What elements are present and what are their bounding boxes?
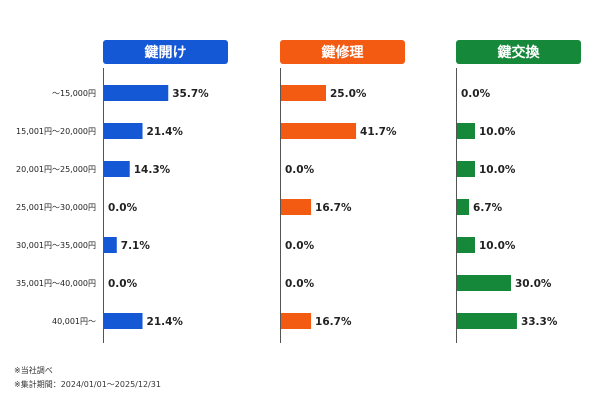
data-label: 0.0%: [285, 240, 315, 252]
panel-header: [456, 40, 581, 64]
data-label: 10.0%: [479, 126, 516, 138]
panel-title: 鍵交換: [498, 44, 541, 61]
data-label: 6.7%: [473, 202, 503, 214]
data-label: 30.0%: [515, 278, 552, 290]
data-label: 0.0%: [461, 88, 491, 100]
category-label: 15,001円～20,000円: [16, 127, 96, 136]
data-label: 16.7%: [315, 316, 352, 328]
category-label: 35,001円～40,000円: [16, 279, 96, 288]
note-period: ※集計期間：2024/01/01～2025/12/31: [14, 380, 161, 389]
bar: [104, 313, 143, 329]
data-label: 35.7%: [172, 88, 209, 100]
data-label: 0.0%: [108, 278, 138, 290]
data-label: 21.4%: [147, 126, 184, 138]
data-label: 33.3%: [521, 316, 558, 328]
note-source: ※当社調べ: [14, 366, 53, 375]
category-label: 20,001円～25,000円: [16, 165, 96, 174]
data-label: 25.0%: [330, 88, 367, 100]
data-label: 41.7%: [360, 126, 397, 138]
data-label: 16.7%: [315, 202, 352, 214]
bar: [281, 85, 326, 101]
notes: ※当社調べ ※集計期間：2024/01/01～2025/12/31: [14, 364, 161, 392]
category-label: 25,001円～30,000円: [16, 203, 96, 212]
category-label: ～15,000円: [52, 89, 96, 98]
bar: [104, 161, 130, 177]
bar: [457, 123, 475, 139]
category-label: 40,001円～: [52, 317, 96, 326]
data-label: 0.0%: [108, 202, 138, 214]
panel-title: 鍵開け: [145, 44, 187, 61]
bar: [457, 237, 475, 253]
bar: [457, 275, 511, 291]
panel-header: [103, 40, 228, 64]
data-label: 21.4%: [147, 316, 184, 328]
bar: [281, 123, 357, 139]
bar: [457, 161, 475, 177]
bar: [457, 313, 517, 329]
bar: [104, 85, 169, 101]
data-label: 14.3%: [134, 164, 171, 176]
bar: [104, 237, 117, 253]
data-label: 0.0%: [285, 164, 315, 176]
panel-title: 鍵修理: [322, 44, 364, 61]
bar: [457, 199, 470, 215]
category-label: 30,001円～35,000円: [16, 241, 96, 250]
data-label: 10.0%: [479, 164, 516, 176]
panel-header: [280, 40, 405, 64]
bar: [281, 199, 312, 215]
data-label: 7.1%: [121, 240, 151, 252]
data-label: 0.0%: [285, 278, 315, 290]
bar: [104, 123, 143, 139]
data-label: 10.0%: [479, 240, 516, 252]
bar: [281, 313, 312, 329]
